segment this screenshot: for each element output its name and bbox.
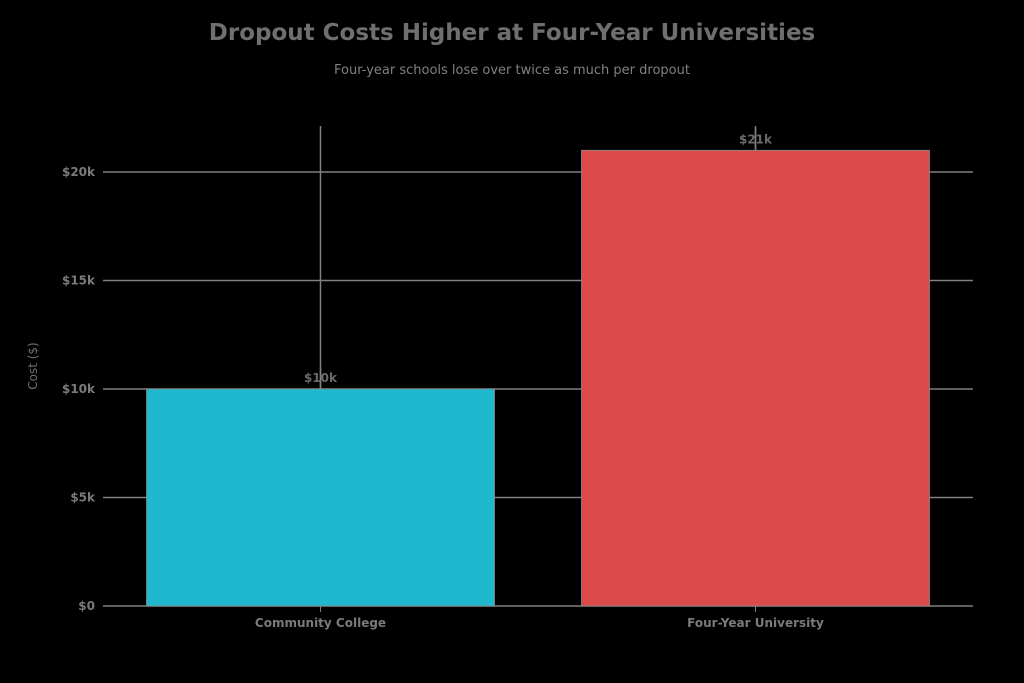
x-tick-label: Community College	[255, 616, 386, 630]
x-axis-ticks: Community College Four-Year University	[255, 606, 824, 630]
value-label: $21k	[739, 132, 773, 146]
y-axis-ticks: $0 $5k $10k $15k $20k	[62, 165, 96, 613]
bar-community-college[interactable]	[146, 388, 495, 607]
y-tick-label: $15k	[62, 274, 96, 288]
y-tick-label: $5k	[70, 491, 96, 505]
y-tick-label: $20k	[62, 165, 96, 179]
y-tick-label: $10k	[62, 382, 96, 396]
chart-subtitle: Four-year schools lose over twice as muc…	[334, 63, 690, 78]
y-tick-label: $0	[78, 599, 95, 613]
bar-four-year-university[interactable]	[581, 149, 930, 607]
x-tick-label: Four-Year University	[687, 616, 824, 630]
gridlines-overlay	[319, 128, 757, 389]
value-labels: $10k $21k	[304, 132, 773, 385]
value-label: $10k	[304, 371, 338, 385]
bars	[146, 149, 930, 607]
chart-title: Dropout Costs Higher at Four-Year Univer…	[208, 20, 816, 46]
